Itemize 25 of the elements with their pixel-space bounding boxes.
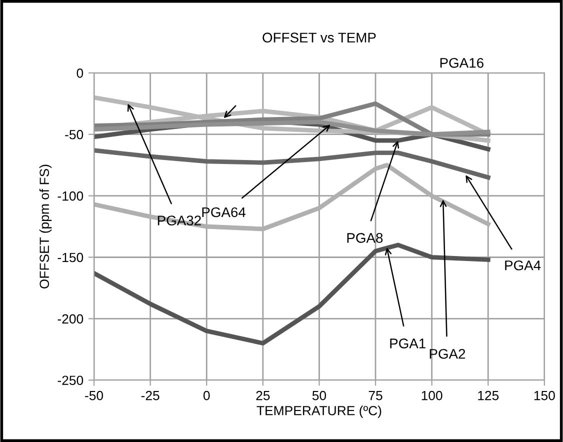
- y-axis-title: OFFSET (ppm of FS): [39, 164, 52, 288]
- annotation: PGA1: [390, 338, 426, 348]
- y-tick-label: -150: [58, 252, 84, 262]
- annotation: PGA32: [158, 216, 201, 226]
- x-tick-label: 125: [478, 390, 499, 400]
- x-tick-label: -25: [141, 390, 160, 400]
- x-tick-label: 50: [312, 390, 326, 400]
- y-tick-label: -200: [58, 314, 84, 324]
- x-tick-label: 100: [422, 390, 442, 400]
- annotation: PGA64: [202, 207, 246, 218]
- x-tick-label: 150: [534, 390, 555, 400]
- y-tick-label: -50: [65, 130, 84, 140]
- annotation: PGA4: [505, 260, 541, 270]
- x-tick-label: 25: [256, 390, 270, 400]
- x-tick-label: 75: [368, 391, 382, 400]
- chart-title: OFFSET vs TEMP: [262, 32, 376, 43]
- x-tick-label: -50: [85, 390, 104, 400]
- y-tick-label: -100: [58, 191, 84, 201]
- annotation: PGA8: [347, 233, 383, 243]
- x-tick-label: 0: [203, 390, 210, 400]
- x-axis-title: TEMPERATURE (ºC): [256, 406, 382, 418]
- y-tick-label: 0: [76, 68, 84, 78]
- text: PGA16: [440, 58, 484, 68]
- annotation: PGA2: [430, 348, 466, 359]
- y-tick-label: -250: [58, 376, 84, 386]
